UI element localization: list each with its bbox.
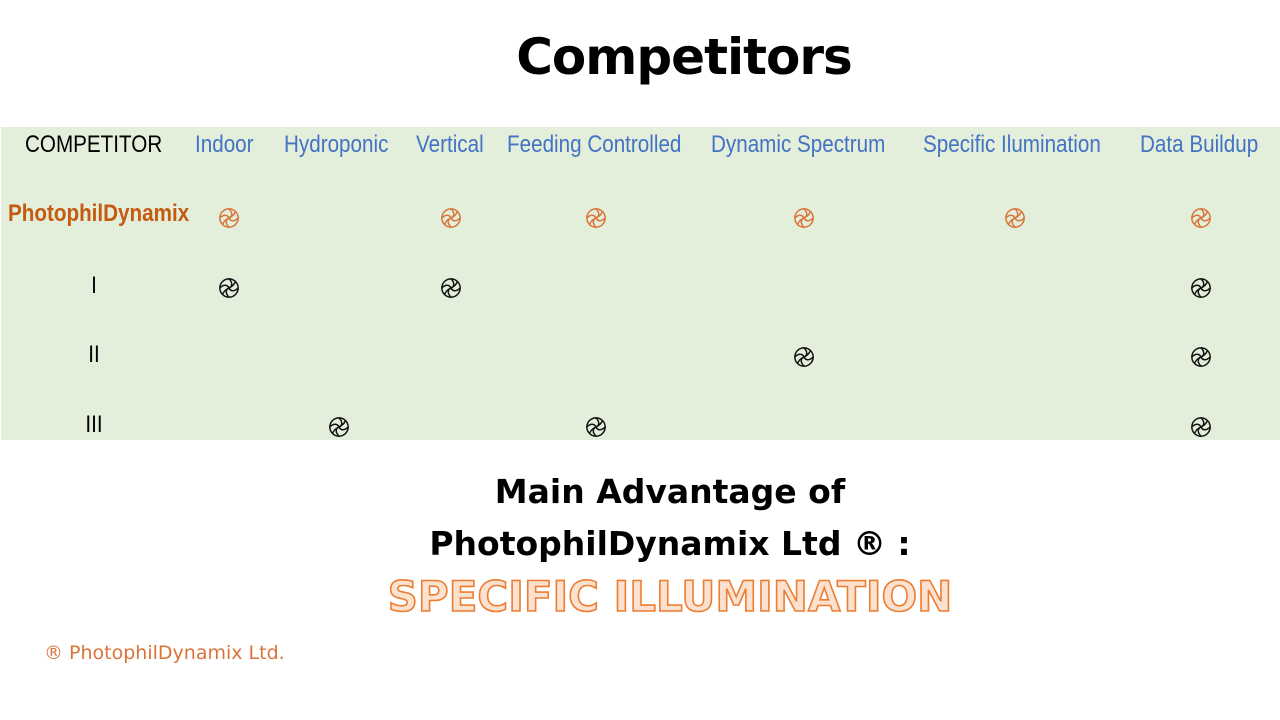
spiral-icon <box>1004 207 1026 229</box>
advantage-line-1: Main Advantage of <box>494 472 846 511</box>
comparison-table <box>1 127 1280 440</box>
column-header-indoor: Indoor <box>195 131 254 158</box>
row-label-photophildynamix: PhotophilDynamix <box>8 200 190 227</box>
row-label-competitor-2: II <box>88 341 100 368</box>
column-header-specific-illumination: Specific Ilumination <box>923 131 1101 158</box>
advantage-highlight: SPECIFIC ILLUMINATION <box>387 571 953 622</box>
column-header-competitor: COMPETITOR <box>25 131 163 158</box>
spiral-icon <box>440 207 462 229</box>
spiral-icon <box>793 207 815 229</box>
footnote: ® PhotophilDynamix Ltd. <box>44 642 285 664</box>
column-header-data-buildup: Data Buildup <box>1140 131 1259 158</box>
spiral-icon <box>1190 346 1212 368</box>
spiral-icon <box>218 207 240 229</box>
spiral-icon <box>793 346 815 368</box>
page-title: Competitors <box>516 28 853 86</box>
row-label-competitor-3: III <box>85 411 103 438</box>
spiral-icon <box>1190 277 1212 299</box>
column-header-vertical: Vertical <box>416 131 484 158</box>
spiral-icon <box>440 277 462 299</box>
spiral-icon <box>1190 207 1212 229</box>
advantage-line-2: PhotophilDynamix Ltd ® : <box>429 524 911 563</box>
spiral-icon <box>1190 416 1212 438</box>
spiral-icon <box>218 277 240 299</box>
column-header-hydroponic: Hydroponic <box>284 131 389 158</box>
spiral-icon <box>328 416 350 438</box>
row-label-competitor-1: I <box>91 272 97 299</box>
spiral-icon <box>585 207 607 229</box>
column-header-dynamic-spectrum: Dynamic Spectrum <box>711 131 886 158</box>
spiral-icon <box>585 416 607 438</box>
column-header-feeding-controlled: Feeding Controlled <box>507 131 682 158</box>
